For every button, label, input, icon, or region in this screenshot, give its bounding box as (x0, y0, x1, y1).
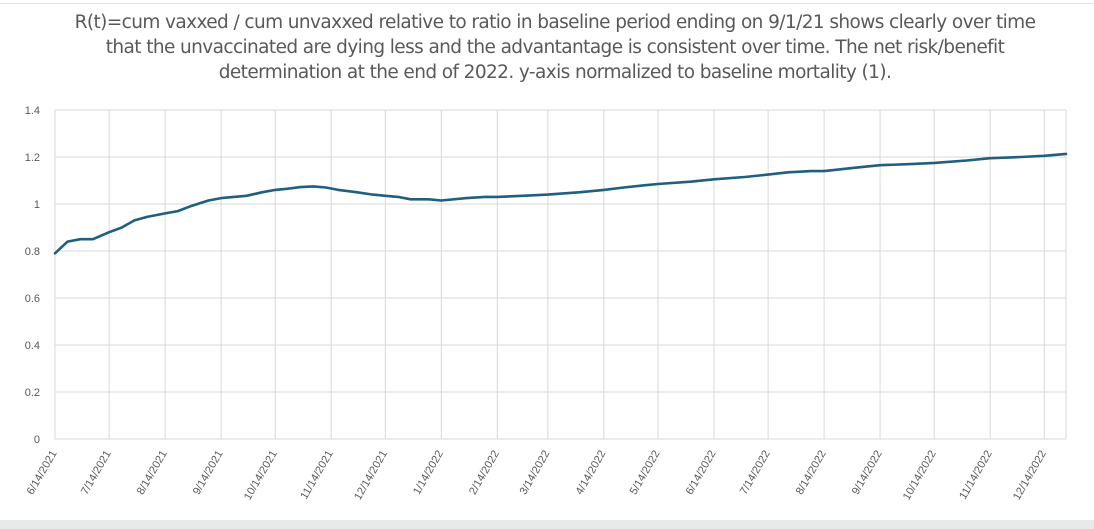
chart-title: R(t)=cum vaxxed / cum unvaxxed relative … (74, 12, 1036, 83)
x-tick-label: 4/14/2022 (574, 449, 609, 497)
y-tick-label: 0.8 (25, 246, 40, 258)
y-tick-label: 0.2 (25, 387, 40, 399)
x-tick-label: 3/14/2022 (518, 449, 553, 497)
y-tick-label: 1.2 (25, 152, 40, 164)
x-tick-label: 7/14/2021 (79, 449, 114, 497)
x-tick-label: 9/14/2021 (191, 449, 226, 497)
x-tick-label: 12/14/2021 (352, 449, 390, 503)
x-tick-label: 1/14/2022 (411, 449, 446, 497)
x-tick-label: 7/14/2022 (738, 449, 773, 497)
y-tick-label: 0.6 (25, 293, 40, 305)
x-tick-label: 8/14/2021 (135, 449, 170, 497)
y-tick-label: 1.4 (25, 105, 40, 117)
sheet-gridline (0, 0, 1094, 4)
x-tick-label: 6/14/2021 (25, 449, 60, 497)
x-tick-label: 12/14/2022 (1011, 449, 1049, 503)
series-line (53, 152, 1068, 255)
y-tick-label: 1 (34, 199, 40, 211)
x-tick-label: 9/14/2022 (850, 449, 885, 497)
y-tick-label: 0.4 (25, 340, 40, 352)
y-tick-label: 0 (34, 434, 40, 446)
x-tick-label: 5/14/2022 (628, 449, 663, 497)
x-tick-label: 10/14/2022 (901, 449, 939, 503)
x-tick-label: 6/14/2022 (684, 449, 719, 497)
x-tick-label: 2/14/2022 (467, 449, 502, 497)
x-tick-label: 11/14/2021 (298, 449, 336, 502)
x-tick-label: 10/14/2021 (242, 449, 280, 503)
sheet-scroll-area (0, 520, 1094, 529)
x-tick-label: 11/14/2022 (957, 449, 995, 502)
x-tick-label: 8/14/2022 (794, 449, 829, 497)
